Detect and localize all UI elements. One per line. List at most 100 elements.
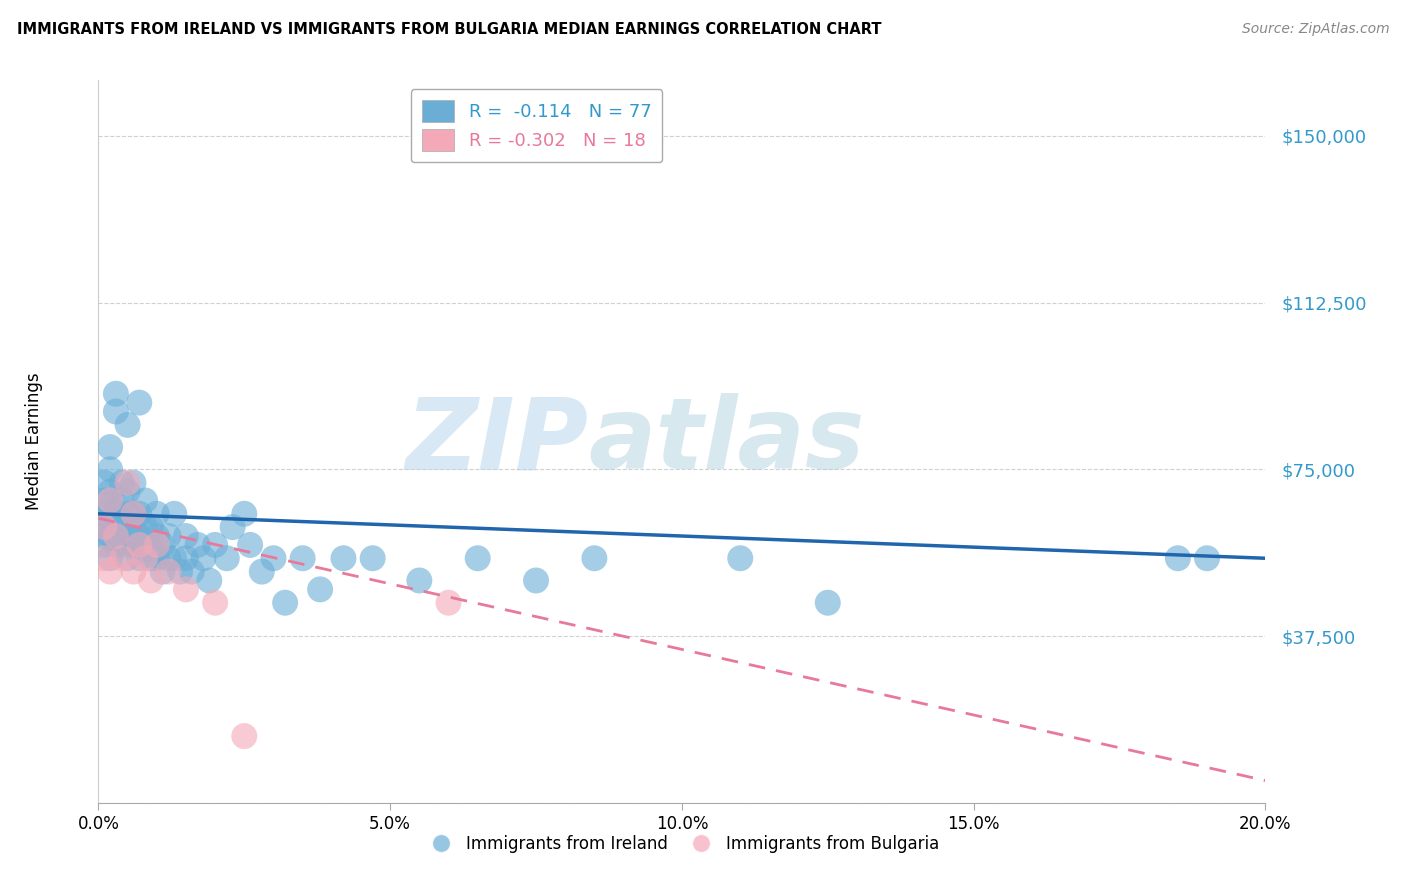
Point (215, 551, 238, 566)
Point (174, 582, 197, 597)
Point (98, 498, 121, 512)
Point (180, 565, 202, 579)
Point (467, 551, 489, 566)
Point (128, 538, 150, 552)
Point (93, 520, 115, 534)
Point (152, 565, 174, 579)
Point (128, 507, 150, 521)
Point (139, 574, 162, 588)
Y-axis label: Median Earnings: Median Earnings (25, 373, 42, 510)
Point (817, 596, 839, 610)
Point (98, 484, 121, 499)
Point (128, 529, 150, 543)
Point (93, 520, 115, 534)
Point (98, 565, 121, 579)
Point (93, 529, 115, 543)
Point (111, 493, 134, 508)
Point (250, 565, 273, 579)
Point (134, 520, 156, 534)
Point (104, 404, 127, 418)
Point (204, 596, 226, 610)
Point (437, 596, 460, 610)
Point (1167, 551, 1189, 566)
Point (93, 538, 115, 552)
Point (122, 507, 145, 521)
Point (111, 538, 134, 552)
Point (193, 551, 215, 566)
Point (134, 551, 156, 566)
Point (583, 551, 606, 566)
Point (128, 395, 150, 409)
Point (221, 520, 243, 534)
Point (204, 538, 226, 552)
Point (93, 551, 115, 566)
Point (163, 507, 186, 521)
Point (146, 538, 169, 552)
Point (174, 551, 197, 566)
Point (111, 551, 134, 566)
Point (146, 529, 169, 543)
Point (98, 551, 121, 566)
Point (408, 574, 430, 588)
Point (104, 529, 127, 543)
Point (174, 529, 197, 543)
Point (233, 729, 256, 743)
Point (262, 551, 284, 566)
Point (146, 507, 169, 521)
Point (361, 551, 384, 566)
Point (117, 475, 139, 490)
Point (122, 475, 145, 490)
Point (117, 529, 139, 543)
Point (93, 493, 115, 508)
Point (239, 538, 262, 552)
Point (98, 440, 121, 454)
Point (157, 551, 180, 566)
Point (157, 529, 180, 543)
Text: IMMIGRANTS FROM IRELAND VS IMMIGRANTS FROM BULGARIA MEDIAN EARNINGS CORRELATION : IMMIGRANTS FROM IRELAND VS IMMIGRANTS FR… (17, 22, 882, 37)
Point (98, 511, 121, 525)
Point (134, 493, 156, 508)
Point (93, 475, 115, 490)
Point (93, 507, 115, 521)
Point (117, 551, 139, 566)
Point (134, 538, 156, 552)
Point (309, 582, 332, 597)
Point (524, 574, 547, 588)
Point (152, 538, 174, 552)
Point (198, 574, 221, 588)
Point (104, 520, 127, 534)
Point (187, 538, 209, 552)
Point (139, 551, 162, 566)
Point (104, 538, 127, 552)
Point (111, 475, 134, 490)
Legend: Immigrants from Ireland, Immigrants from Bulgaria: Immigrants from Ireland, Immigrants from… (418, 828, 946, 860)
Point (104, 386, 127, 401)
Point (111, 516, 134, 530)
Text: Source: ZipAtlas.com: Source: ZipAtlas.com (1241, 22, 1389, 37)
Point (98, 462, 121, 476)
Point (128, 551, 150, 566)
Point (332, 551, 354, 566)
Point (98, 493, 121, 508)
Point (169, 565, 191, 579)
Point (274, 596, 297, 610)
Point (122, 538, 145, 552)
Point (117, 417, 139, 432)
Point (1195, 551, 1218, 566)
Point (122, 520, 145, 534)
Point (146, 551, 169, 566)
Point (163, 551, 186, 566)
Point (730, 551, 752, 566)
Point (117, 507, 139, 521)
Point (157, 565, 180, 579)
Point (139, 520, 162, 534)
Point (139, 542, 162, 557)
Text: atlas: atlas (589, 393, 865, 490)
Point (233, 507, 256, 521)
Point (117, 484, 139, 499)
Point (104, 507, 127, 521)
Point (122, 565, 145, 579)
Text: ZIP: ZIP (405, 393, 589, 490)
Point (98, 529, 121, 543)
Point (291, 551, 314, 566)
